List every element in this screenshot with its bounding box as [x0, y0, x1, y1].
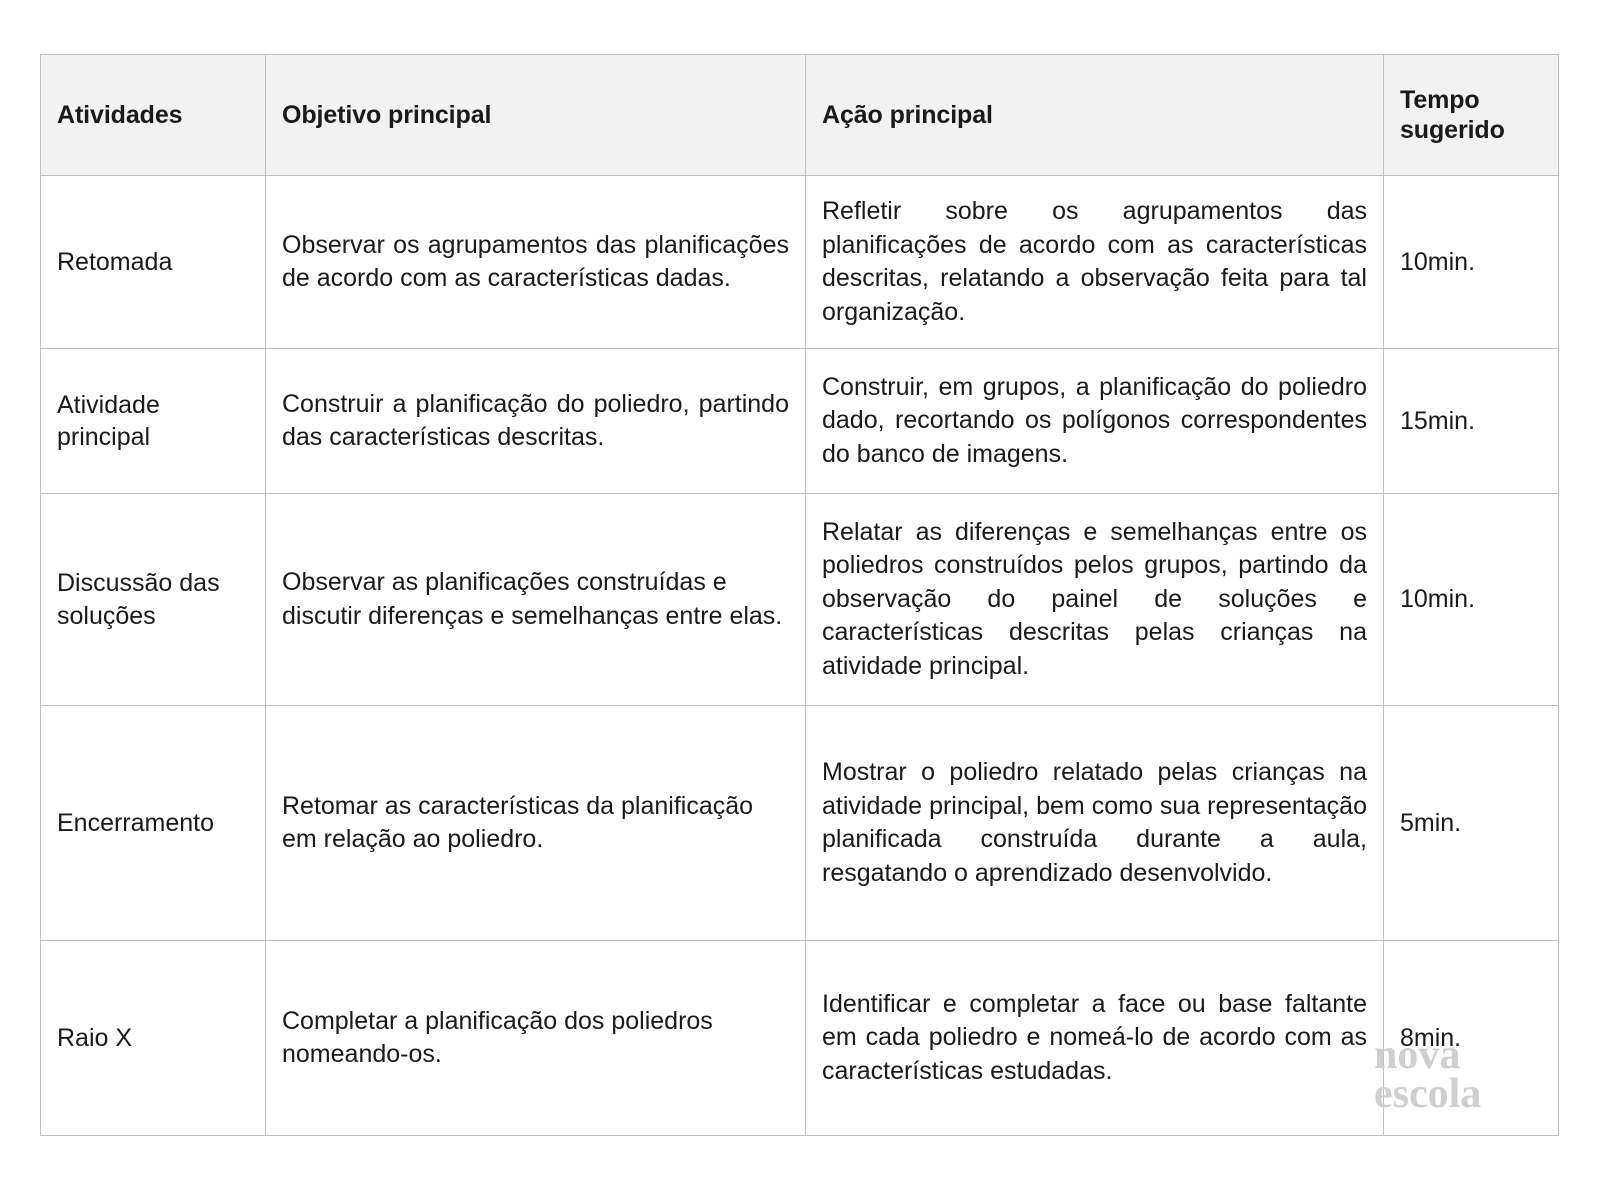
- cell-tempo: 15min.: [1383, 348, 1559, 494]
- column-header-tempo-sugerido: Tempo sugerido: [1383, 54, 1559, 176]
- cell-acao: Identificar e completar a face ou base f…: [805, 940, 1384, 1136]
- cell-objetivo: Observar os agrupamentos das planificaçõ…: [265, 175, 806, 349]
- column-header-acao-principal: Ação principal: [805, 54, 1384, 176]
- cell-acao: Relatar as diferenças e semelhanças entr…: [805, 493, 1384, 706]
- cell-atividade: Atividade principal: [40, 348, 266, 494]
- cell-tempo: 10min.: [1383, 175, 1559, 349]
- cell-objetivo: Construir a planificação do poliedro, pa…: [265, 348, 806, 494]
- cell-atividade: Encerramento: [40, 705, 266, 941]
- column-header-objetivo-principal: Objetivo principal: [265, 54, 806, 176]
- table-row: Raio X Completar a planificação dos poli…: [40, 940, 1559, 1136]
- cell-atividade: Discussão das soluções: [40, 493, 266, 706]
- table-row: Retomada Observar os agrupamentos das pl…: [40, 175, 1559, 349]
- column-header-atividades: Atividades: [40, 54, 266, 176]
- cell-atividade: Raio X: [40, 940, 266, 1136]
- cell-objetivo: Observar as planificações construídas e …: [265, 493, 806, 706]
- table-header-row: Atividades Objetivo principal Ação princ…: [40, 54, 1559, 176]
- table-row: Encerramento Retomar as características …: [40, 705, 1559, 941]
- table-body: Retomada Observar os agrupamentos das pl…: [40, 175, 1559, 1136]
- cell-atividade: Retomada: [40, 175, 266, 349]
- cell-tempo: 10min.: [1383, 493, 1559, 706]
- cell-tempo: 5min.: [1383, 705, 1559, 941]
- cell-tempo: 8min.: [1383, 940, 1559, 1136]
- table-header: Atividades Objetivo principal Ação princ…: [40, 54, 1559, 176]
- cell-acao: Construir, em grupos, a planificação do …: [805, 348, 1384, 494]
- table-row: Atividade principal Construir a planific…: [40, 348, 1559, 494]
- cell-acao: Mostrar o poliedro relatado pelas crianç…: [805, 705, 1384, 941]
- activity-table: Atividades Objetivo principal Ação princ…: [40, 54, 1559, 1136]
- cell-objetivo: Completar a planificação dos poliedros n…: [265, 940, 806, 1136]
- activity-table-container: Atividades Objetivo principal Ação princ…: [40, 54, 1559, 1136]
- cell-acao: Refletir sobre os agrupamentos das plani…: [805, 175, 1384, 349]
- cell-objetivo: Retomar as características da planificaç…: [265, 705, 806, 941]
- table-row: Discussão das soluções Observar as plani…: [40, 493, 1559, 706]
